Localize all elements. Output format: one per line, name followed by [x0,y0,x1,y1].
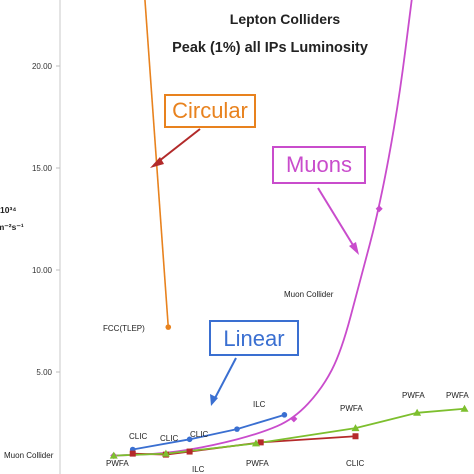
series-line-muons [113,0,413,457]
label-ilc-bottom: ILC [192,465,205,474]
label-pwfa-2: PWFA [246,459,269,468]
series-line-circular [144,0,170,328]
circular-callout-label: Circular [172,98,248,123]
muons-callout-box [272,146,366,184]
label-pwfa-1: PWFA [106,459,129,468]
chart-title-line1: Lepton Colliders [230,11,341,27]
circular-callout-arrow [153,128,201,166]
series-layer [113,0,465,457]
marker-muons [290,415,298,423]
y-tick-label: 5.00 [36,368,52,377]
label-clic-4: CLIC [346,459,364,468]
series-line-linear [132,413,285,451]
marker-pwfa [109,451,118,459]
marker-clic [257,439,264,446]
muons-callout-label: Muons [286,152,352,177]
linear-callout-arrow [213,357,237,401]
circular-arrow-head [150,157,164,168]
marker-muons [375,205,383,213]
label-muon-collider-lower: Muon Collider [4,451,54,460]
label-clic-3: CLIC [190,430,208,439]
label-pwfa-5: PWFA [446,391,469,400]
label-muon-collider-upper: Muon Collider [284,290,334,299]
linear-arrow-head [210,394,218,406]
chart-title-line2: Peak (1%) all IPs Luminosity [172,40,368,56]
marker-linear [281,412,288,418]
marker-pwfa [351,424,360,432]
markers-layer [109,205,469,460]
muons-arrow-head [349,242,359,255]
marker-clic [186,448,193,455]
y-tick-label: 20.00 [32,62,53,71]
label-pwfa-3: PWFA [340,404,363,413]
marker-linear [234,426,240,432]
marker-linear [186,436,193,443]
marker-circular [165,324,172,330]
y-tick-label: 15.00 [32,164,53,173]
y-axis-label-line2: cm⁻²s⁻¹ [0,222,24,232]
y-tick-labels: 5.00 10.00 15.00 20.00 [32,62,60,377]
linear-callout-label: Linear [223,326,284,351]
marker-pwfa [251,439,260,447]
muons-callout-arrow [317,187,357,251]
label-pwfa-4: PWFA [402,391,425,400]
linear-callout-box [209,320,299,356]
marker-clic [129,450,136,457]
label-ilc-top: ILC [253,400,266,409]
label-clic-1: CLIC [129,432,147,441]
marker-pwfa [161,449,170,457]
label-fcc-tlep: FCC(TLEP) [103,324,145,333]
marker-pwfa [413,408,422,416]
series-line-pwfa [113,407,465,457]
marker-pwfa [460,404,469,412]
circular-callout-box [164,94,256,128]
label-clic-2: CLIC [160,434,178,443]
marker-clic [352,433,359,440]
y-axis-label-line1: 10³⁴ [0,205,17,215]
y-tick-label: 10.00 [32,266,53,275]
